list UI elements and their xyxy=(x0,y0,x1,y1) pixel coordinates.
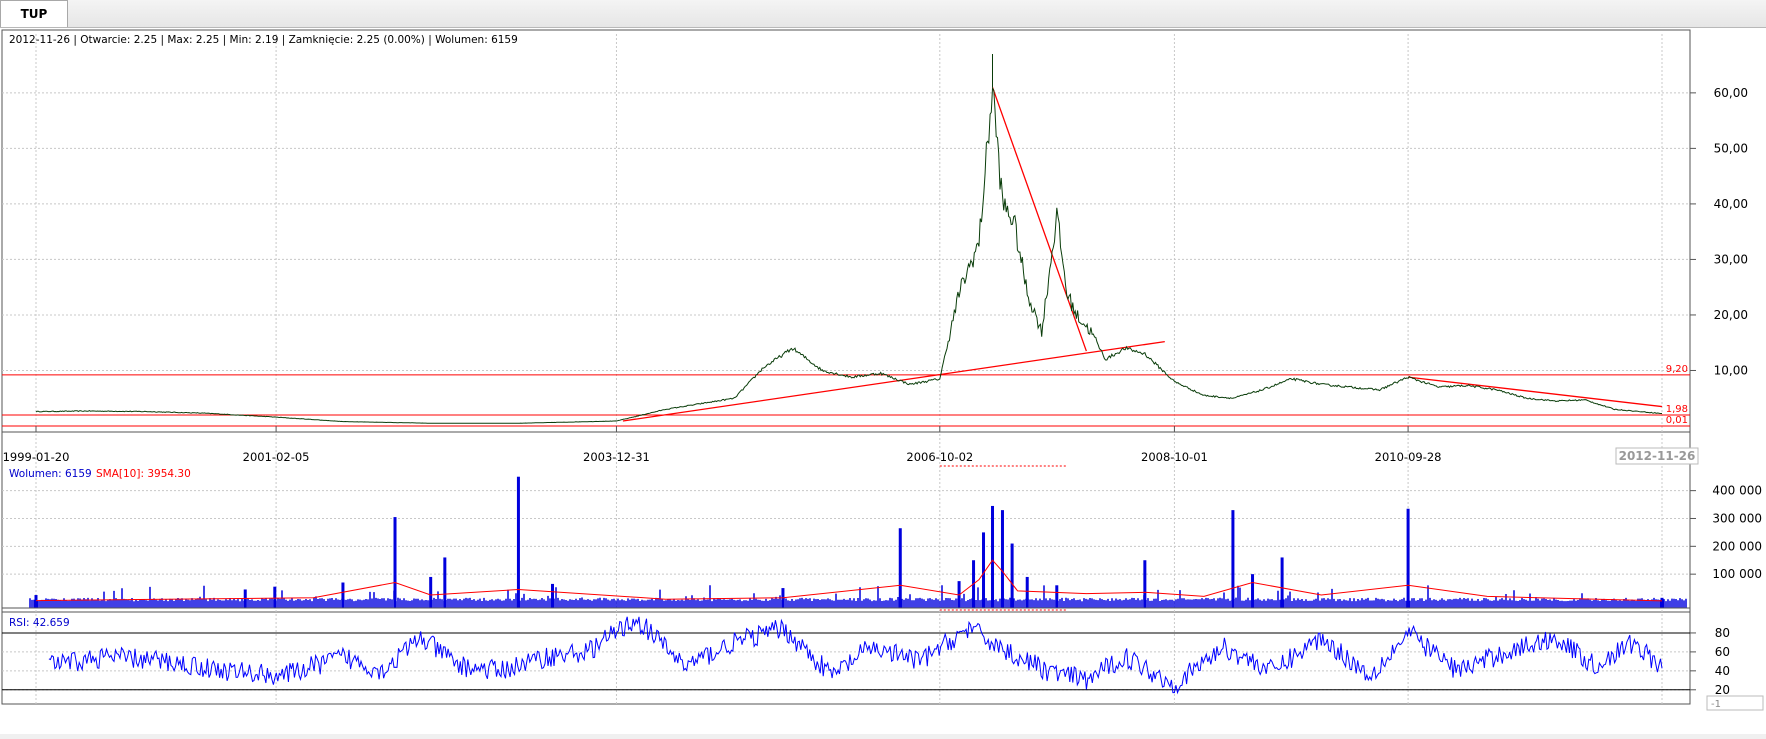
price-y-tick-label: 30,00 xyxy=(1714,252,1748,266)
rsi-info-label: RSI: 42.659 xyxy=(9,617,70,629)
volume-sma-label: SMA[10]: 3954.30 xyxy=(96,468,191,480)
volume-bar xyxy=(1055,585,1059,608)
rsi-pane xyxy=(2,616,1690,695)
volume-bar xyxy=(1025,576,1029,608)
volume-bar xyxy=(1280,557,1284,608)
volume-bar xyxy=(1406,508,1410,608)
x-tick-label: 2001-02-05 xyxy=(243,450,310,464)
price-y-tick-label: 50,00 xyxy=(1714,141,1748,155)
x-tick-label: 2010-09-28 xyxy=(1375,450,1442,464)
price-y-tick-label: 10,00 xyxy=(1714,363,1748,377)
rsi-y-tick-label: 20 xyxy=(1715,683,1730,697)
support-level-label: 1,98 xyxy=(1666,404,1688,415)
trend-line xyxy=(622,340,1165,422)
volume-bar xyxy=(551,583,555,608)
volume-bar xyxy=(34,595,38,608)
rsi-y-tick-label: 40 xyxy=(1715,664,1730,678)
volume-bar xyxy=(341,582,345,608)
volume-bar xyxy=(898,528,902,608)
volume-sma-line xyxy=(35,559,1663,602)
trend-line xyxy=(991,87,1087,352)
rsi-corner-value: -1 xyxy=(1711,699,1721,710)
volume-bar xyxy=(516,476,520,608)
current-date-label: 2012-11-26 xyxy=(1619,449,1696,463)
volume-bar xyxy=(1010,543,1014,608)
volume-y-tick-label: 400 000 xyxy=(1712,484,1762,498)
tab-tup[interactable]: TUP xyxy=(0,0,68,27)
volume-bar xyxy=(1251,574,1255,608)
x-tick-label: 2003-12-31 xyxy=(583,450,650,464)
support-level-label: 0,01 xyxy=(1666,415,1688,426)
x-tick-label: 1999-01-20 xyxy=(3,450,70,464)
axis-labels: 1999-01-20 2001-02-05 2003-12-31 2006-10-02… xyxy=(3,86,1762,697)
x-tick-label: 2008-10-01 xyxy=(1141,450,1208,464)
volume-bar xyxy=(393,517,397,608)
volume-y-tick-label: 300 000 xyxy=(1712,511,1762,525)
price-y-tick-label: 60,00 xyxy=(1714,86,1748,100)
current-date-box xyxy=(1615,447,1699,465)
price-y-tick-label: 20,00 xyxy=(1714,308,1748,322)
chart-area[interactable]: 9,20 1,98 0,01 1999-01-20 2001-02-05 2003-12… xyxy=(0,28,1766,734)
rsi-y-tick-label: 60 xyxy=(1715,645,1730,659)
volume-bar xyxy=(443,557,447,608)
price-series-line xyxy=(35,86,1662,424)
volume-bar xyxy=(982,532,986,608)
volume-bars-background xyxy=(29,585,1687,608)
x-tick-label: 2006-10-02 xyxy=(906,450,973,464)
rsi-y-tick-label: 80 xyxy=(1715,626,1730,640)
volume-bar xyxy=(1143,560,1147,608)
volume-bar xyxy=(1660,597,1664,608)
price-grid xyxy=(2,34,1690,432)
volume-info-label: Wolumen: 6159 xyxy=(9,468,92,480)
volume-bar xyxy=(1000,510,1004,608)
rsi-corner-box xyxy=(1706,695,1764,711)
rsi-line xyxy=(48,616,1663,695)
volume-bar xyxy=(273,586,277,608)
volume-pane xyxy=(2,476,1690,611)
trend-line xyxy=(1408,376,1663,408)
volume-bar xyxy=(429,576,433,608)
volume-bar xyxy=(1231,510,1235,608)
price-pane: 9,20 1,980,01 xyxy=(2,54,1690,467)
price-header-info: 2012-11-26 | Otwarcie: 2.25 | Max: 2.25 … xyxy=(9,34,518,46)
volume-y-tick-label: 100 000 xyxy=(1712,567,1762,581)
tab-bar: TUP xyxy=(0,0,1766,28)
price-y-tick-label: 40,00 xyxy=(1714,197,1748,211)
volume-bar xyxy=(991,505,995,608)
support-level-label: 9,20 xyxy=(1666,364,1688,375)
volume-y-tick-label: 200 000 xyxy=(1712,539,1762,553)
stock-chart[interactable]: 9,20 1,980,01 1999-01-20 2001-02-05 2003-12… xyxy=(0,28,1766,734)
